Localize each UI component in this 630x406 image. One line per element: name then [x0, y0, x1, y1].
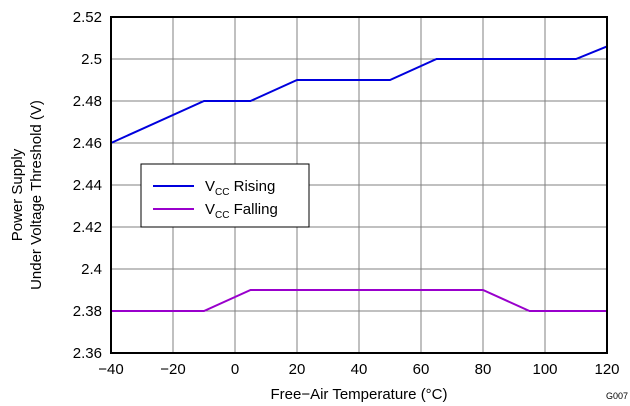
legend-label-vcc-falling: VCC Falling	[205, 201, 278, 221]
y-tick-label: 2.4	[81, 261, 102, 278]
x-tick-label: 120	[594, 361, 619, 378]
y-tick-label: 2.38	[73, 303, 102, 320]
y-axis-label-line1: Power Supply	[9, 148, 26, 241]
x-tick-label: 80	[475, 361, 492, 378]
x-axis-label: Free−Air Temperature (°C)	[270, 386, 447, 403]
y-tick-label: 2.42	[73, 219, 102, 236]
x-tick-label: 40	[351, 361, 368, 378]
y-tick-label: 2.48	[73, 93, 102, 110]
series-layer	[110, 45, 608, 312]
series-line-vcc-falling	[111, 289, 607, 312]
x-tick-label: −40	[98, 361, 123, 378]
x-tick-label: −20	[160, 361, 185, 378]
y-tick-label: 2.5	[81, 51, 102, 68]
x-tick-label: 100	[532, 361, 557, 378]
x-tick-label: 20	[289, 361, 306, 378]
figure-code: G007	[606, 391, 628, 401]
series-line-vcc-rising	[110, 45, 608, 144]
y-axis-label-line2: Under Voltage Threshold (V)	[28, 100, 45, 290]
y-tick-label: 2.46	[73, 135, 102, 152]
x-tick-label: 60	[413, 361, 430, 378]
legend-box	[140, 163, 310, 228]
y-tick-label: 2.44	[73, 177, 102, 194]
plot-frame	[110, 16, 608, 354]
y-axis-ticks: 2.36 2.38 2.4 2.42 2.44 2.46 2.48 2.5 2.52	[73, 9, 102, 362]
x-tick-label: 0	[231, 361, 239, 378]
y-tick-label: 2.36	[73, 345, 102, 362]
x-axis-ticks: −40 −20 0 20 40 60 80 100 120	[98, 361, 619, 378]
y-tick-label: 2.52	[73, 9, 102, 26]
legend-label-vcc-rising: VCC Rising	[205, 178, 275, 198]
legend: VCC Rising VCC Falling	[140, 163, 310, 228]
y-axis-label: Power Supply Under Voltage Threshold (V)	[9, 100, 45, 290]
